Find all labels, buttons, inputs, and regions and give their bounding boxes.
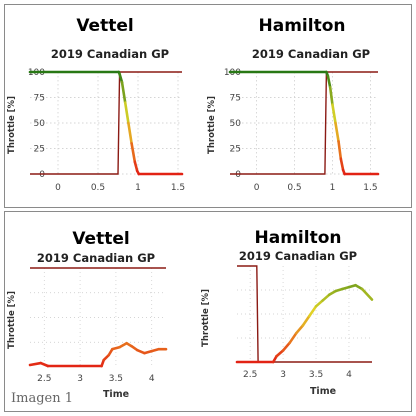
series-segment xyxy=(28,361,43,367)
y-tick-label: 75 xyxy=(34,94,45,104)
top-panel-frame xyxy=(4,4,412,208)
y-tick-label: 0 xyxy=(235,170,241,180)
series-segment xyxy=(314,299,324,308)
y-axis-label: Throttle [%] xyxy=(201,289,211,347)
y-tick-label: 50 xyxy=(230,119,242,129)
series-segment xyxy=(334,121,340,143)
figure-caption: Imagen 1 xyxy=(11,391,73,406)
x-tick-label: 1.5 xyxy=(171,183,185,193)
reference-line xyxy=(30,71,182,175)
series-lines xyxy=(228,70,380,176)
x-axis-label: Time xyxy=(310,386,336,397)
x-tick-labels: 0 0.5 1 1.5 xyxy=(254,183,378,193)
series-segment xyxy=(123,101,130,125)
series-segment xyxy=(294,324,305,335)
series-segment xyxy=(275,349,285,358)
reference-lines xyxy=(230,71,378,175)
x-tick-label: 1 xyxy=(135,183,141,193)
series-segment xyxy=(337,140,343,160)
series-segment xyxy=(331,103,337,125)
x-tick-label: 3.5 xyxy=(309,370,323,380)
series-segment xyxy=(328,86,334,106)
y-tick-label: 0 xyxy=(39,170,45,180)
series-segment xyxy=(120,80,127,104)
x-tick-label: 3.5 xyxy=(109,374,123,384)
chart-title: Vettel xyxy=(72,229,129,249)
x-tick-label: 4 xyxy=(149,374,155,384)
series-segment xyxy=(133,160,139,173)
x-axis-label: Time xyxy=(103,389,129,400)
gridlines xyxy=(237,266,372,362)
chart-title: Hamilton xyxy=(259,16,346,36)
series-segment xyxy=(360,287,374,301)
reference-lines xyxy=(237,265,372,363)
chart-subtitle: 2019 Canadian GP xyxy=(239,249,357,263)
y-axis-label: Throttle [%] xyxy=(7,96,17,154)
reference-line xyxy=(230,71,378,175)
x-tick-label: 3 xyxy=(77,374,83,384)
x-tick-label: 3 xyxy=(280,370,286,380)
series-segment xyxy=(339,157,345,172)
x-tick-label: 1.5 xyxy=(363,183,377,193)
y-axis-label: Throttle [%] xyxy=(7,291,17,349)
y-axis-label: Throttle [%] xyxy=(207,96,217,154)
chart-vettel-top: Vettel 2019 Canadian GP Throttle [%] 0 25… xyxy=(7,16,185,193)
x-tick-label: 0.5 xyxy=(91,183,105,193)
reference-line xyxy=(237,265,372,363)
chart-vettel-bottom: Vettel 2019 Canadian GP Throttle [%] Tim… xyxy=(7,229,168,400)
x-tick-label: 1 xyxy=(330,183,336,193)
series-segment xyxy=(326,74,332,89)
series-segment xyxy=(281,341,291,352)
x-tick-label: 4 xyxy=(346,370,352,380)
series-segment xyxy=(130,142,137,164)
gridlines xyxy=(30,268,166,367)
chart-title: Vettel xyxy=(76,16,133,36)
series-segment xyxy=(308,305,318,318)
x-tick-label: 2.5 xyxy=(37,374,51,384)
series-segment xyxy=(301,314,311,327)
x-tick-labels: 0 0.5 1 1.5 xyxy=(55,183,185,193)
series-segment xyxy=(118,341,128,349)
y-tick-label: 25 xyxy=(230,145,241,155)
x-tick-label: 2.5 xyxy=(243,370,257,380)
x-tick-labels: 2.5 3 3.5 4 xyxy=(243,370,352,380)
y-tick-label: 25 xyxy=(34,145,45,155)
series-lines xyxy=(28,70,184,176)
y-tick-label: 75 xyxy=(230,94,241,104)
x-tick-labels: 2.5 3 3.5 4 xyxy=(37,374,155,384)
chart-hamilton-bottom: Hamilton 2019 Canadian GP Throttle [%] T… xyxy=(201,228,374,397)
reference-lines xyxy=(30,71,182,175)
chart-hamilton-top: Hamilton 2019 Canadian GP Throttle [%] 0… xyxy=(207,16,380,193)
series-segment xyxy=(288,331,298,345)
bottom-panel-frame xyxy=(4,211,412,412)
chart-subtitle: 2019 Canadian GP xyxy=(37,251,155,265)
chart-subtitle: 2019 Canadian GP xyxy=(252,47,370,61)
x-tick-label: 0 xyxy=(55,183,61,193)
x-tick-label: 0 xyxy=(254,183,260,193)
series-lines xyxy=(235,283,374,364)
y-tick-label: 50 xyxy=(34,119,46,129)
x-tick-label: 0.5 xyxy=(287,183,301,193)
series-segment xyxy=(321,293,331,302)
series-segment xyxy=(118,72,124,84)
chart-title: Hamilton xyxy=(255,228,342,248)
series-segment xyxy=(127,121,133,145)
series-lines xyxy=(28,341,168,368)
chart-subtitle: 2019 Canadian GP xyxy=(51,47,169,61)
